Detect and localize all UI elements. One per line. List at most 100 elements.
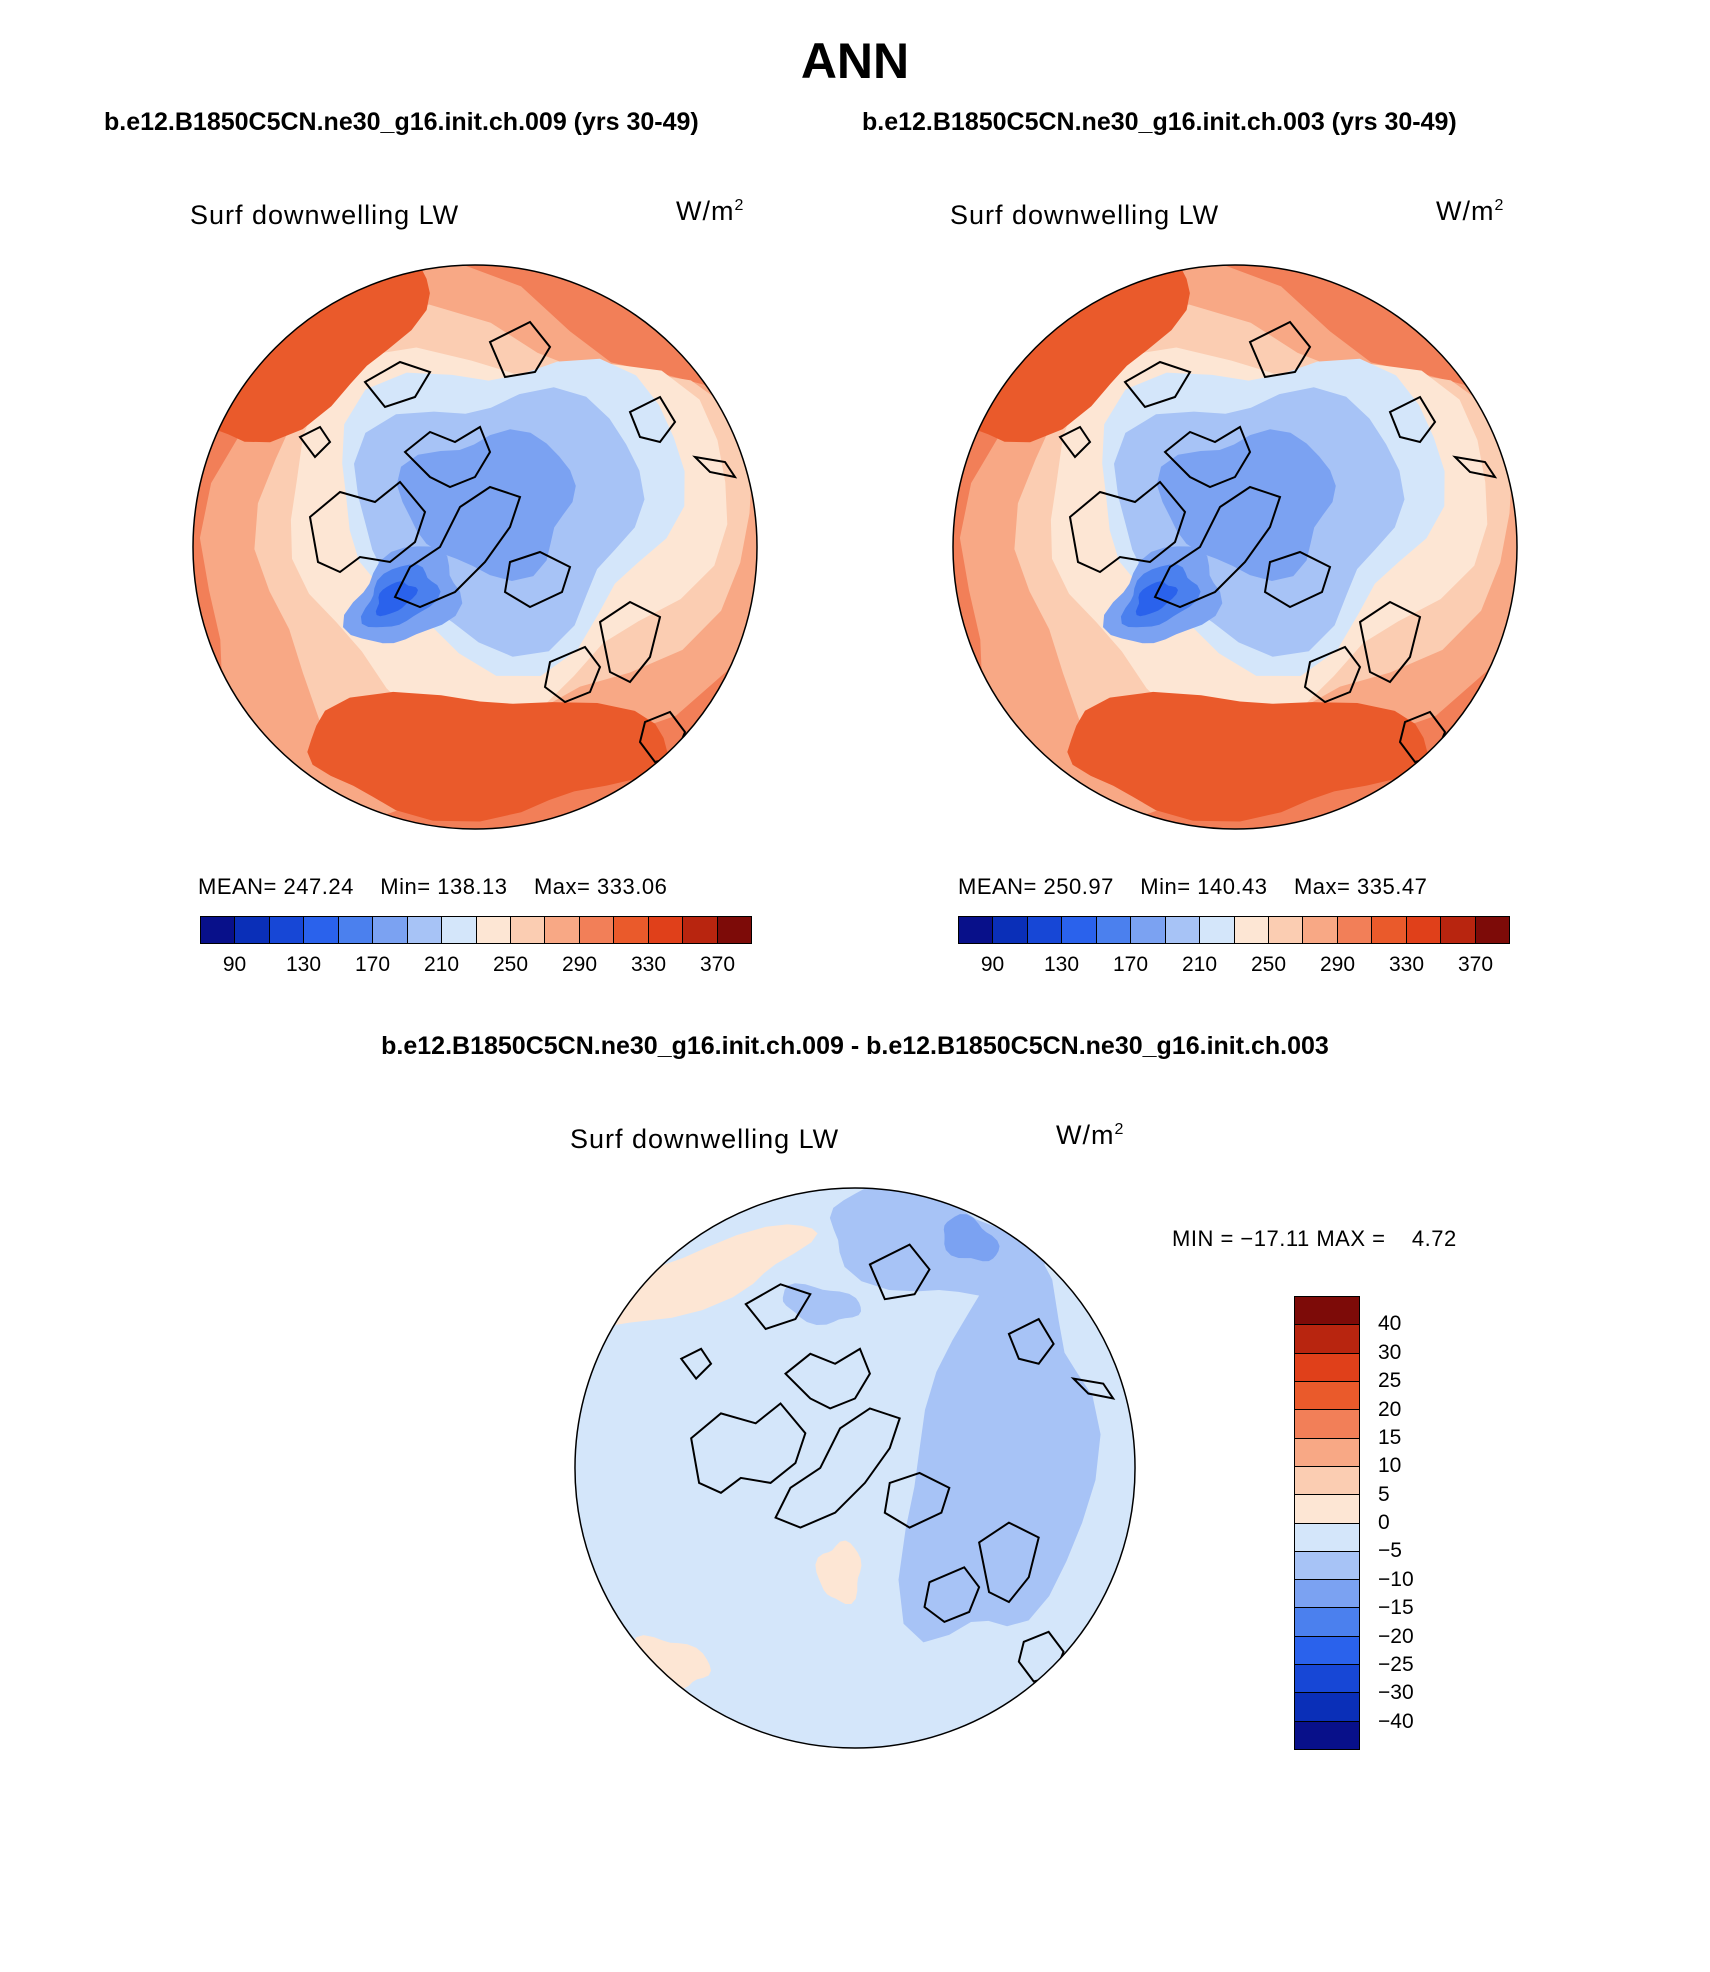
colorbar-tick-label: −40: [1378, 1709, 1414, 1733]
panel2-mean-label: MEAN=: [958, 874, 1037, 899]
coastline: [1070, 1377, 1116, 1400]
coastline: [503, 550, 572, 609]
colorbar-swatch: [338, 917, 374, 943]
field-contour: [193, 265, 430, 443]
colorbar-swatch: [1295, 1636, 1359, 1666]
coastline: [1123, 360, 1192, 409]
panel2-polar-map: [952, 264, 1518, 830]
colorbar-tick-label: 170: [1112, 953, 1149, 976]
coastline: [1153, 485, 1282, 609]
colorbar-swatch: [614, 917, 649, 943]
colorbar-tick-label: 90: [222, 953, 247, 976]
panel2-units: W/m2: [1436, 196, 1505, 226]
panel1-polar-map: [192, 264, 758, 830]
colorbar-swatch: [1406, 917, 1442, 943]
panel2-colorbar-ticks: 90 130 170 210 250 290 330 370: [958, 953, 1510, 979]
panel3-units: W/m2: [1056, 1120, 1125, 1150]
colorbar-tick-label: −5: [1378, 1539, 1402, 1563]
colorbar-swatch: [1295, 1693, 1359, 1722]
panel1-variable-label: Surf downwelling LW: [190, 200, 460, 230]
coastline: [598, 600, 662, 684]
colorbar-swatch: [1295, 1523, 1359, 1552]
coastline: [1303, 645, 1362, 704]
field-contour: [829, 1187, 1046, 1298]
colorbar-swatch: [1337, 917, 1373, 943]
map-boundary: [952, 264, 1518, 830]
coastline: [403, 425, 492, 489]
field-contour: [943, 1214, 1000, 1262]
colorbar-swatch: [1200, 917, 1235, 943]
coastline: [488, 320, 552, 379]
panel1-min-label: Min=: [380, 874, 431, 899]
panel1-min-value: 138.13: [437, 874, 508, 899]
panel1-max-value: 333.06: [597, 874, 668, 899]
coastline: [363, 360, 432, 409]
coastline: [978, 1521, 1040, 1604]
colorbar-tick-label: 290: [561, 953, 598, 976]
colorbar-swatch: [1303, 917, 1338, 943]
panel3-stats: MIN = −17.11 MAX = 4.72: [1172, 1226, 1457, 1252]
colorbar-swatch: [1295, 1551, 1359, 1581]
figure-title: ANN: [800, 33, 910, 89]
colorbar-swatch: [683, 917, 718, 943]
colorbar-tick-label: 0: [1378, 1511, 1390, 1534]
colorbar-swatch: [476, 917, 511, 943]
difference-title: b.e12.B1850C5CN.ne30_g16.init.ch.009 - b…: [381, 1032, 1329, 1060]
coastline: [1068, 480, 1187, 574]
subtitle-left: b.e12.B1850C5CN.ne30_g16.init.ch.009 (yr…: [104, 108, 699, 136]
map-boundary: [192, 264, 758, 830]
colorbar-tick-label: 330: [1388, 953, 1425, 976]
colorbar-swatch: [201, 917, 236, 943]
colorbar-tick-label: −30: [1378, 1681, 1414, 1705]
colorbar-swatch: [1165, 917, 1201, 943]
coastline: [744, 1283, 812, 1331]
coastline: [1058, 425, 1092, 459]
colorbar-swatch: [1475, 917, 1509, 943]
coastline: [868, 1243, 931, 1301]
coastline: [679, 1347, 713, 1381]
coastline: [690, 1402, 807, 1494]
subtitle-right: b.e12.B1850C5CN.ne30_g16.init.ch.003 (yr…: [862, 108, 1457, 136]
colorbar-swatch: [1295, 1325, 1359, 1354]
colorbar-swatch: [373, 917, 408, 943]
colorbar-swatch: [1295, 1580, 1359, 1609]
colorbar-tick-label: 25: [1378, 1369, 1402, 1393]
panel2-mean-value: 250.97: [1043, 874, 1114, 899]
panel2-min-value: 140.43: [1197, 874, 1268, 899]
colorbar-swatch: [1268, 917, 1304, 943]
colorbar-tick-label: 130: [285, 953, 322, 976]
colorbar-swatch: [579, 917, 615, 943]
colorbar-tick-label: 330: [630, 953, 667, 976]
field-contour: [307, 691, 668, 822]
panel3-min-value: −17.11: [1240, 1226, 1310, 1251]
colorbar-swatch: [1295, 1495, 1359, 1524]
map-boundary: [574, 1187, 1136, 1749]
colorbar-swatch: [304, 917, 339, 943]
field-contour: [953, 265, 1190, 443]
colorbar-swatch: [269, 917, 305, 943]
field-contour: [782, 1283, 862, 1326]
field-contour: [633, 1635, 712, 1690]
panel3-polar-map: [574, 1187, 1136, 1749]
colorbar-swatch: [1295, 1608, 1359, 1637]
colorbar-swatch: [1295, 1381, 1359, 1411]
coastline: [628, 395, 677, 444]
colorbar-tick-label: 250: [1250, 953, 1287, 976]
panel1-units: W/m2: [676, 196, 745, 226]
coastline: [1163, 425, 1252, 489]
colorbar-swatch: [993, 917, 1028, 943]
colorbar-tick-label: 30: [1378, 1340, 1402, 1364]
colorbar-swatch: [1131, 917, 1166, 943]
colorbar-swatch: [1096, 917, 1132, 943]
panel3-max-label: MAX =: [1316, 1226, 1386, 1251]
colorbar-swatch: [1295, 1353, 1359, 1382]
colorbar-swatch: [235, 917, 270, 943]
colorbar-swatch: [510, 917, 546, 943]
coastline: [883, 1471, 951, 1529]
field-contour: [1067, 691, 1428, 822]
panel3-min-label: MIN =: [1172, 1226, 1234, 1251]
panel3-variable-label: Surf downwelling LW: [570, 1124, 840, 1154]
colorbar-swatch: [407, 917, 443, 943]
coastline: [543, 645, 602, 704]
colorbar-swatch: [1295, 1721, 1359, 1749]
